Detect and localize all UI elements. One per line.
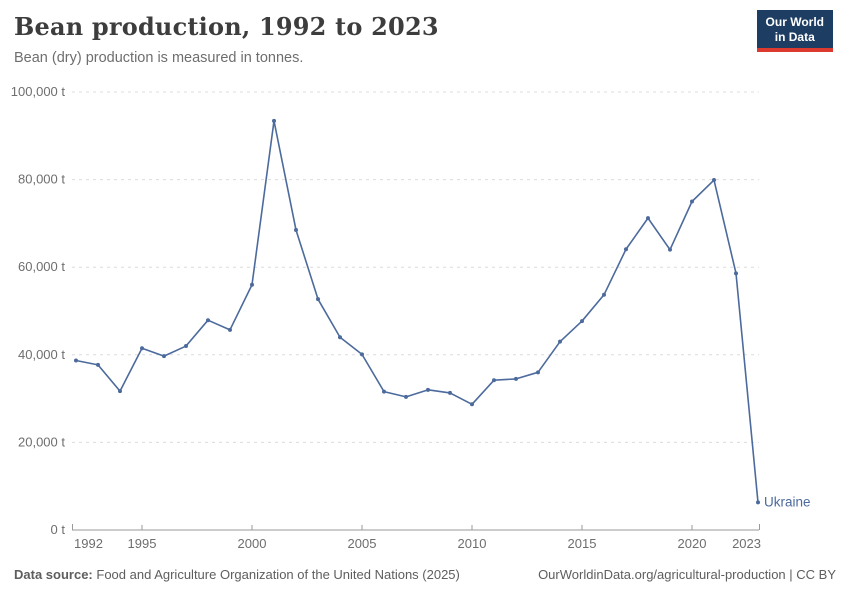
data-point[interactable]	[360, 352, 364, 357]
data-point[interactable]	[96, 362, 100, 367]
data-point[interactable]	[382, 389, 386, 394]
data-source: Data source: Food and Agriculture Organi…	[14, 567, 460, 582]
data-point[interactable]	[250, 282, 254, 287]
page-title: Bean production, 1992 to 2023	[14, 12, 439, 41]
x-tick-label: 1992	[74, 536, 103, 551]
data-point[interactable]	[426, 387, 430, 392]
data-point[interactable]	[492, 378, 496, 383]
x-tick-label: 2010	[458, 536, 487, 551]
data-point[interactable]	[206, 318, 210, 323]
data-point[interactable]	[514, 376, 518, 381]
data-point[interactable]	[140, 346, 144, 351]
data-point[interactable]	[580, 319, 584, 324]
data-source-label: Data source:	[14, 567, 93, 582]
data-point[interactable]	[712, 178, 716, 183]
data-point[interactable]	[184, 344, 188, 349]
chart-footer: Data source: Food and Agriculture Organi…	[14, 567, 836, 582]
y-tick-label: 80,000 t	[18, 172, 65, 187]
data-point[interactable]	[756, 500, 760, 505]
data-point[interactable]	[162, 354, 166, 359]
data-point[interactable]	[74, 358, 78, 363]
data-point[interactable]	[338, 335, 342, 340]
y-tick-label: 60,000 t	[18, 259, 65, 274]
data-point[interactable]	[118, 389, 122, 394]
y-tick-label: 40,000 t	[18, 347, 65, 362]
y-tick-label: 100,000 t	[11, 84, 66, 99]
data-point[interactable]	[228, 327, 232, 332]
x-tick-label: 2005	[348, 536, 377, 551]
data-point[interactable]	[316, 297, 320, 302]
data-point[interactable]	[272, 118, 276, 123]
chart-subtitle: Bean (dry) production is measured in ton…	[14, 50, 304, 66]
data-point[interactable]	[448, 390, 452, 395]
data-point[interactable]	[558, 339, 562, 344]
series-end-label[interactable]: Ukraine	[764, 494, 811, 509]
x-tick-label: 2000	[238, 536, 267, 551]
license-link[interactable]: OurWorldinData.org/agricultural-producti…	[538, 567, 836, 582]
data-source-text[interactable]: Food and Agriculture Organization of the…	[96, 567, 460, 582]
data-point[interactable]	[734, 271, 738, 276]
owid-logo-line1: Our World	[765, 15, 824, 29]
owid-logo-line2: in Data	[774, 29, 815, 44]
data-point[interactable]	[404, 394, 408, 399]
x-tick-label: 2015	[568, 536, 597, 551]
x-tick-label: 1995	[128, 536, 157, 551]
y-tick-label: 0 t	[51, 522, 66, 537]
data-point[interactable]	[624, 247, 628, 252]
data-point[interactable]	[668, 247, 672, 252]
series-line-ukraine[interactable]	[75, 120, 759, 503]
owid-logo[interactable]: Our World in Data	[756, 10, 833, 52]
y-tick-label: 20,000 t	[18, 434, 65, 449]
data-point[interactable]	[646, 216, 650, 221]
x-tick-label: 2020	[678, 536, 707, 551]
data-point[interactable]	[602, 292, 606, 297]
data-point[interactable]	[536, 370, 540, 375]
data-point[interactable]	[470, 402, 474, 407]
data-point[interactable]	[294, 227, 298, 232]
x-tick-label: 2023	[732, 536, 761, 551]
data-point[interactable]	[690, 199, 694, 204]
